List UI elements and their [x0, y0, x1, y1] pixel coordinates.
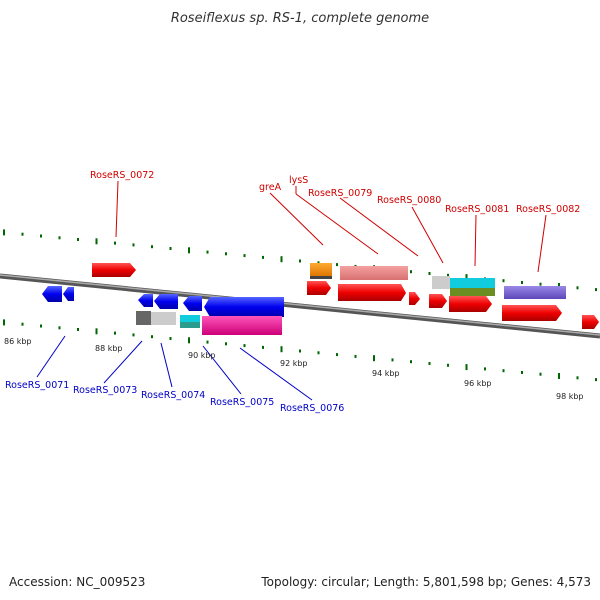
scale-label-92: 92 kbp: [280, 359, 308, 368]
gene-roseRS-0072[interactable]: [92, 263, 136, 277]
label-roseRS-0076: RoseRS_0076: [280, 403, 344, 414]
map-title: Roseiflexus sp. RS-1, complete genome: [171, 11, 429, 26]
gene-forward-b[interactable]: [338, 284, 406, 301]
gene-forward-d[interactable]: [429, 294, 447, 308]
gene-roseRS-0080[interactable]: [432, 276, 450, 289]
label-roseRS-0074: RoseRS_0074: [141, 390, 205, 401]
gene-greA-domain: [310, 276, 332, 279]
gene-roseRS-0074-domain: [180, 322, 200, 328]
leader-roseRS-0081: [474, 214, 477, 267]
gene-reverse-b[interactable]: [154, 294, 178, 309]
leader-roseRS-0076: [239, 347, 313, 401]
leader-roseRS-0072: [115, 180, 119, 238]
scale-label-98: 98 kbp: [556, 392, 584, 401]
leader-roseRS-0071: [36, 335, 66, 378]
forward-gene-labels: RoseRS_0072 greA lysS RoseRS_0079 RoseRS…: [90, 170, 580, 273]
scale-label-86: 86 kbp: [4, 337, 32, 346]
genome-backbone-highlight: [0, 274, 600, 336]
reverse-gene-labels: RoseRS_0071 RoseRS_0073 RoseRS_0074 Rose…: [5, 335, 344, 414]
label-roseRS-0073: RoseRS_0073: [73, 385, 137, 396]
label-lysS: lysS: [289, 175, 308, 186]
genome-backbone: [0, 273, 600, 339]
scale-label-94: 94 kbp: [372, 369, 400, 378]
label-greA: greA: [259, 182, 282, 193]
leader-roseRS-0075: [202, 345, 242, 395]
label-roseRS-0082: RoseRS_0082: [516, 204, 580, 215]
scale-label-88: 88 kbp: [95, 344, 123, 353]
label-roseRS-0071: RoseRS_0071: [5, 380, 69, 391]
upper-tick-row: [3, 229, 597, 292]
scale-label-90: 90 kbp: [188, 351, 216, 360]
gene-reverse-c[interactable]: [183, 296, 202, 311]
label-roseRS-0072: RoseRS_0072: [90, 170, 154, 181]
leader-roseRS-0079: [339, 197, 419, 257]
gene-forward-a[interactable]: [307, 281, 331, 295]
gene-roseRS-0075[interactable]: [202, 316, 282, 335]
gene-roseRS-0073[interactable]: [136, 311, 151, 325]
gene-roseRS-0074[interactable]: [180, 315, 200, 322]
gene-roseRS-0076[interactable]: [204, 297, 284, 317]
gene-roseRS-0071-a[interactable]: [42, 286, 62, 302]
gene-roseRS-0071-b[interactable]: [63, 287, 74, 301]
scale-labels: 86 kbp 88 kbp 90 kbp 92 kbp 94 kbp 96 kb…: [4, 337, 584, 401]
accession-text: Accession: NC_009523: [9, 575, 145, 589]
leader-roseRS-0073: [103, 340, 143, 384]
gene-roseRS-0081[interactable]: [450, 278, 495, 288]
label-roseRS-0079: RoseRS_0079: [308, 188, 372, 199]
leader-roseRS-0074: [160, 342, 173, 388]
leader-greA: [269, 192, 324, 246]
leader-roseRS-0080: [411, 206, 444, 264]
forward-strand-genes: [92, 263, 599, 329]
gene-roseRS-0073-b[interactable]: [151, 312, 176, 325]
gene-forward-c[interactable]: [409, 292, 420, 305]
gene-greA[interactable]: [310, 263, 332, 276]
gene-roseRS-0082[interactable]: [504, 286, 566, 299]
lower-tick-row: [3, 319, 597, 382]
label-roseRS-0081: RoseRS_0081: [445, 204, 509, 215]
leader-roseRS-0082: [537, 214, 547, 273]
gene-roseRS-0081-domain: [450, 288, 495, 296]
topology-text: Topology: circular; Length: 5,801,598 bp…: [260, 575, 591, 589]
label-roseRS-0080: RoseRS_0080: [377, 195, 441, 206]
gene-forward-g[interactable]: [582, 315, 599, 329]
reverse-strand-genes: [42, 286, 284, 335]
gene-reverse-a[interactable]: [138, 294, 153, 307]
gene-forward-e[interactable]: [449, 296, 492, 312]
gene-lysS[interactable]: [340, 266, 408, 280]
gene-forward-f[interactable]: [502, 305, 562, 321]
label-roseRS-0075: RoseRS_0075: [210, 397, 274, 408]
scale-label-96: 96 kbp: [464, 379, 492, 388]
leader-lysS-b: [295, 193, 379, 255]
